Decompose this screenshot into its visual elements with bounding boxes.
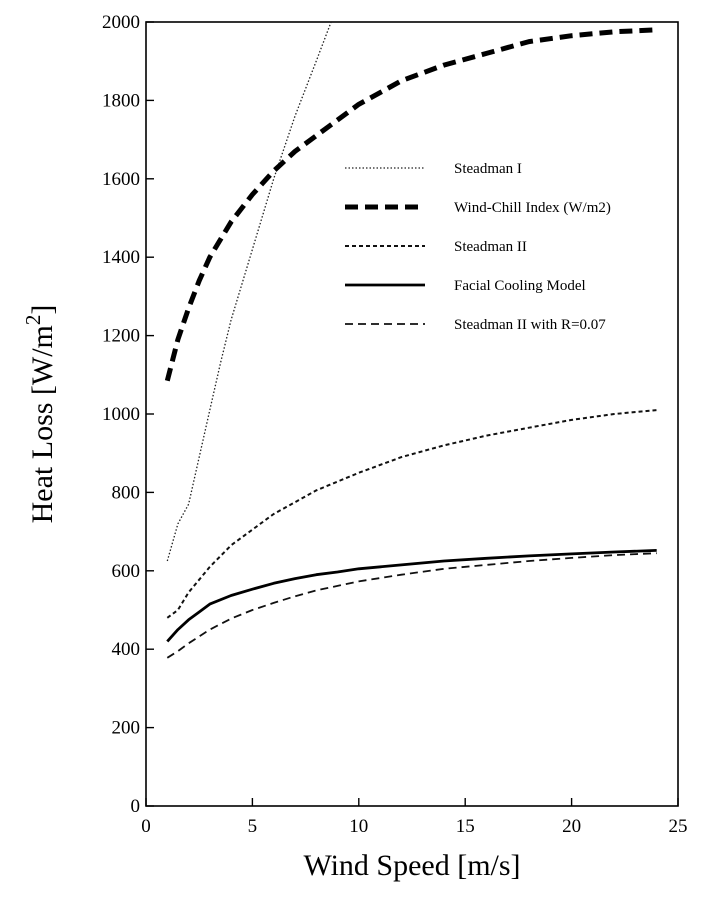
y-tick-label: 2000 [102,12,140,33]
y-tick-label: 800 [112,482,141,503]
legend-label-3: Steadman II [454,239,527,255]
series-line-2 [164,27,657,382]
series-line-5 [166,552,657,659]
x-tick-label: 15 [456,816,475,837]
x-tick-label: 20 [562,816,581,837]
axes: 0 5 10 15 20 25 0 200 400 600 800 1000 1200 1400 1600 1… [102,12,688,837]
x-tick-label: 10 [349,816,368,837]
legend-label-5: Steadman II with R=0.07 [454,317,606,333]
legend-label-4: Facial Cooling Model [454,278,586,294]
series-line-3 [166,409,657,619]
legend-label-1: Steadman I [454,161,522,177]
y-tick-label: 1400 [102,247,140,268]
y-tick-label: 1600 [102,169,140,190]
y-tick-label: 1800 [102,90,140,111]
y-tick-label: 0 [131,796,141,817]
legend-label-2: Wind-Chill Index (W/m2) [454,200,611,216]
y-tick-label: 1200 [102,326,140,347]
series-line-1 [166,21,332,562]
y-tick-label: 1000 [102,404,140,425]
legend: Steadman I Wind-Chill Index (W/m2) Steadma… [345,161,611,333]
y-tick-label: 200 [112,718,141,739]
x-tick-label: 5 [248,816,258,837]
x-tick-label: 25 [669,816,688,837]
y-axis-title: Heat Loss [W/m2] [21,305,59,524]
x-tick-label: 0 [141,816,151,837]
y-tick-label: 400 [112,639,141,660]
x-axis-title: Wind Speed [m/s] [303,849,520,882]
series-line-4 [166,549,657,643]
y-tick-label: 600 [112,561,141,582]
series-lines [164,21,657,659]
